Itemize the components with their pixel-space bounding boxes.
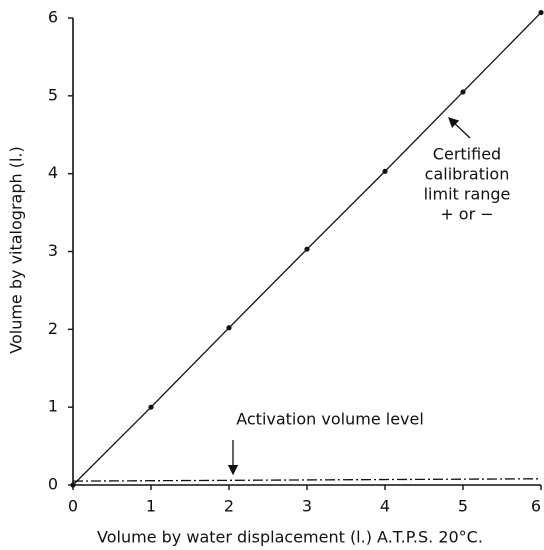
data-point xyxy=(382,168,388,174)
x-tick-label: 2 xyxy=(224,497,234,516)
data-point xyxy=(70,482,76,488)
y-tick-label: 1 xyxy=(48,397,58,416)
x-tick-label: 4 xyxy=(380,497,390,516)
annotation: Activation volume level xyxy=(236,410,424,429)
x-axis-label: Volume by water displacement (l.) A.T.P.… xyxy=(97,528,483,547)
y-tick-label: 5 xyxy=(48,85,58,104)
annotation-arrow xyxy=(448,117,471,139)
data-point xyxy=(304,246,310,252)
data-point xyxy=(460,89,466,95)
data-point xyxy=(226,325,232,331)
x-tick-label: 3 xyxy=(302,497,312,516)
data-line xyxy=(72,478,542,482)
y-tick-label: 4 xyxy=(48,163,58,182)
y-tick-label: 6 xyxy=(48,8,58,27)
data-point xyxy=(538,9,544,16)
data-point xyxy=(148,404,154,410)
x-tick-label: 5 xyxy=(458,497,468,516)
x-tick-label: 6 xyxy=(531,497,541,516)
annotation: calibration xyxy=(425,165,510,184)
x-tick-label: 0 xyxy=(68,497,78,516)
y-tick-label: 0 xyxy=(48,475,58,494)
y-tick-label: 2 xyxy=(48,319,58,338)
y-axis-label: Volume by vitalograph (l.) xyxy=(7,146,26,353)
annotation: limit range xyxy=(424,185,511,204)
y-tick-label: 3 xyxy=(48,241,58,260)
annotation: Certified xyxy=(433,145,501,164)
x-tick-label: 1 xyxy=(146,497,156,516)
annotation: + or − xyxy=(440,205,493,224)
